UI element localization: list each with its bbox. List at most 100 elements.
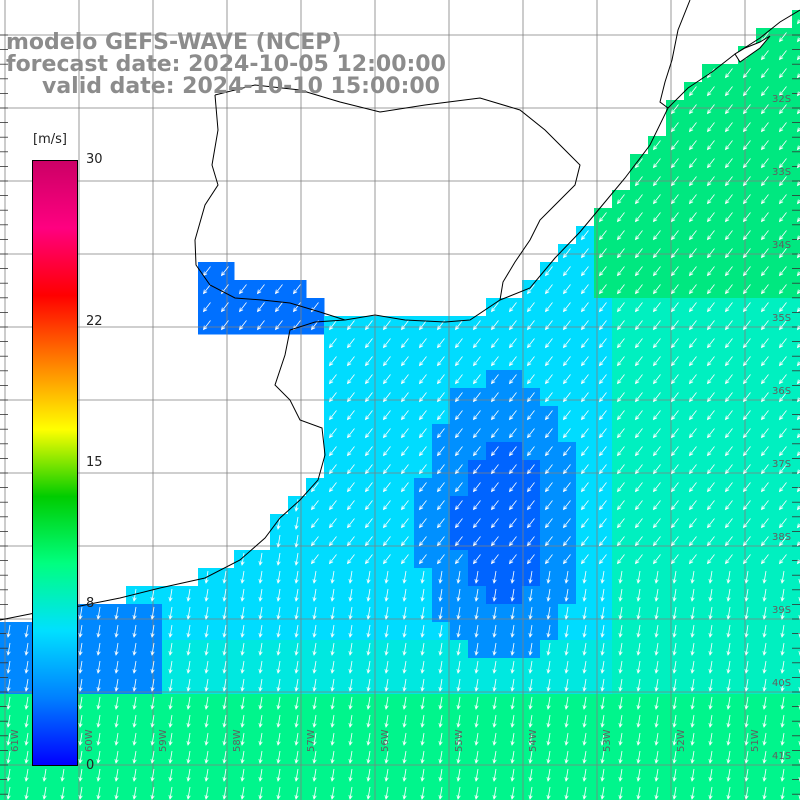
wind-arrow <box>618 696 623 710</box>
wind-arrow <box>744 570 749 584</box>
wind-arrow <box>330 714 335 728</box>
wind-arrow <box>778 356 787 367</box>
wind-arrow <box>690 570 695 584</box>
wind-arrow <box>708 786 713 800</box>
wind-arrow <box>562 464 571 475</box>
wind-arrow <box>778 518 787 529</box>
wind-arrow <box>132 660 137 674</box>
wind-arrow <box>564 570 569 584</box>
wind-arrow <box>690 732 695 746</box>
wind-arrow <box>600 606 605 620</box>
wind-arrow <box>726 714 731 728</box>
wind-arrow <box>364 428 373 439</box>
wind-arrow <box>400 464 409 475</box>
wind-arrow <box>778 212 787 223</box>
wind-arrow <box>582 696 587 710</box>
wind-arrow <box>346 410 355 421</box>
wind-arrow <box>652 356 661 367</box>
wind-arrow <box>348 750 353 764</box>
wind-arrow <box>778 554 787 565</box>
wind-arrow <box>348 570 353 584</box>
wind-arrow <box>240 732 245 746</box>
wind-arrow <box>798 741 800 746</box>
wind-arrow <box>780 678 785 692</box>
wind-arrow <box>798 705 800 710</box>
wind-cell <box>792 784 800 800</box>
wind-arrow <box>204 750 209 764</box>
wind-arrow <box>382 536 391 547</box>
wind-cell <box>792 10 800 29</box>
wind-arrow <box>186 714 191 728</box>
wind-arrow <box>760 266 769 277</box>
wind-arrow <box>598 374 607 385</box>
wind-arrow <box>222 606 227 620</box>
wind-arrow <box>724 482 733 493</box>
wind-arrow <box>652 428 661 439</box>
wind-cell <box>792 694 800 713</box>
wind-arrow <box>762 588 767 602</box>
wind-arrow <box>580 320 589 331</box>
wind-arrow <box>670 284 679 295</box>
longitude-label: 56W <box>380 729 391 752</box>
wind-arrow <box>240 786 245 800</box>
wind-arrow <box>204 660 209 674</box>
wind-arrow <box>670 428 679 439</box>
wind-arrow <box>580 266 589 277</box>
wind-arrow <box>258 714 263 728</box>
wind-arrow <box>454 554 463 565</box>
wind-arrow <box>456 714 461 728</box>
longitude-labels: 61W 60W 59W 58W 57W 56W 55W 54W 53W 52W 51W <box>10 729 761 752</box>
wind-arrow <box>510 714 515 728</box>
wind-arrow <box>384 570 389 584</box>
wind-arrow <box>348 768 353 782</box>
wind-arrow <box>508 356 517 367</box>
wind-arrow <box>546 786 551 800</box>
wind-arrow <box>114 624 119 638</box>
wind-arrow <box>652 284 661 295</box>
wind-cell <box>792 730 800 749</box>
wind-arrow <box>474 642 479 656</box>
wind-arrow <box>564 624 569 638</box>
wind-arrow <box>186 642 191 656</box>
wind-arrow <box>6 714 11 728</box>
wind-arrow <box>258 624 263 638</box>
wind-arrow <box>618 570 623 584</box>
wind-arrow <box>760 122 769 133</box>
wind-arrow <box>580 410 589 421</box>
longitude-label: 59W <box>158 729 169 752</box>
wind-arrow <box>150 588 155 602</box>
wind-arrow <box>600 768 605 782</box>
latitude-label: 40S <box>772 678 791 689</box>
wind-arrow <box>492 696 497 710</box>
wind-arrow <box>780 660 785 674</box>
wind-arrow <box>690 714 695 728</box>
wind-arrow <box>490 464 499 475</box>
wind-arrow <box>454 428 463 439</box>
wind-arrow <box>760 68 769 79</box>
wind-arrow <box>330 660 335 674</box>
wind-arrow <box>294 624 299 638</box>
wind-arrow <box>438 786 443 800</box>
wind-arrow <box>618 732 623 746</box>
wind-cell <box>792 640 800 659</box>
wind-arrow <box>492 678 497 692</box>
wind-arrow <box>528 732 533 746</box>
wind-arrow <box>562 554 571 565</box>
wind-arrow <box>366 768 371 782</box>
wind-arrow <box>510 696 515 710</box>
wind-arrow <box>634 356 643 367</box>
wind-arrow <box>382 482 391 493</box>
wind-arrow <box>742 266 751 277</box>
wind-arrow <box>294 570 299 584</box>
wind-arrow <box>600 678 605 692</box>
wind-arrow <box>150 642 155 656</box>
wind-arrow <box>546 588 551 602</box>
wind-arrow <box>616 356 625 367</box>
wind-arrow <box>706 356 715 367</box>
wind-arrow <box>204 588 209 602</box>
wind-arrow <box>762 624 767 638</box>
wind-arrow <box>706 86 715 97</box>
wind-arrow <box>150 732 155 746</box>
wind-arrow <box>240 696 245 710</box>
